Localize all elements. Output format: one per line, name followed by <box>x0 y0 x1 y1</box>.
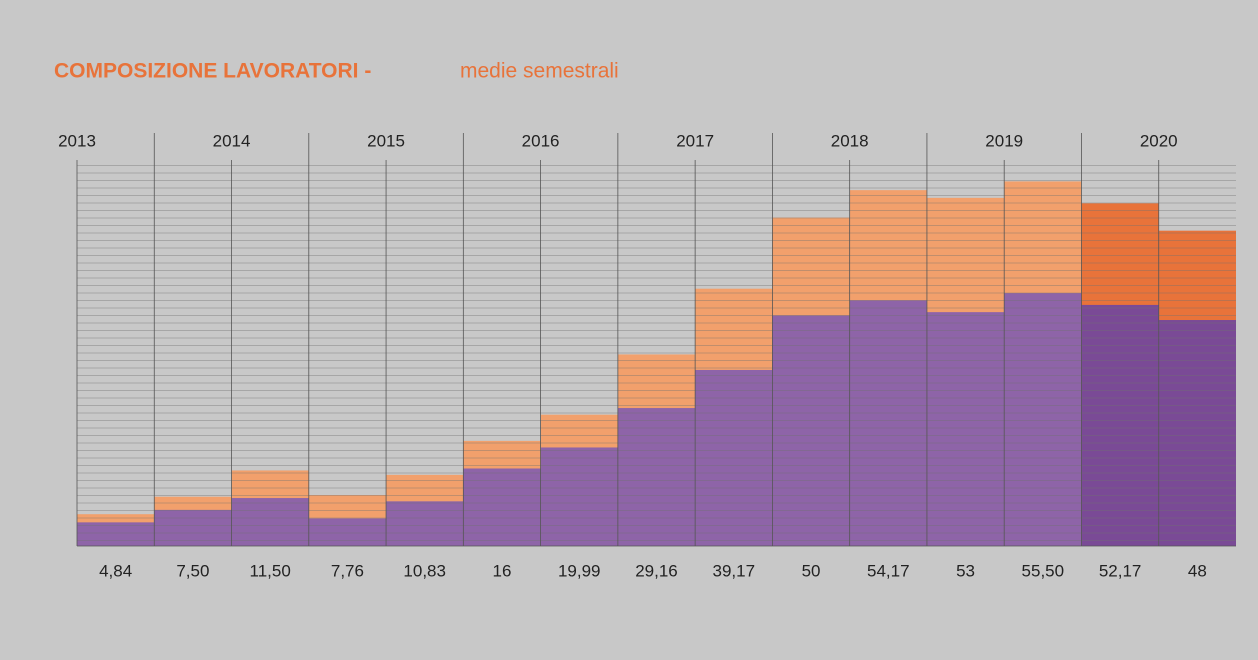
chart-title: COMPOSIZIONE LAVORATORI - <box>54 60 371 83</box>
year-label: 2015 <box>367 131 405 150</box>
chart-subtitle: medie semestrali <box>460 60 619 83</box>
year-label: 2014 <box>213 131 251 150</box>
year-label: 2020 <box>1140 131 1178 150</box>
value-label: 52,17 <box>1099 561 1142 580</box>
value-label: 29,16 <box>635 561 678 580</box>
value-label: 54,17 <box>867 561 910 580</box>
value-label: 48 <box>1188 561 1207 580</box>
value-label: 7,76 <box>331 561 364 580</box>
year-label: 2013 <box>58 131 96 150</box>
value-label: 4,84 <box>99 561 132 580</box>
value-label: 7,50 <box>176 561 209 580</box>
value-label: 50 <box>802 561 821 580</box>
value-label: 53 <box>956 561 975 580</box>
year-label: 2017 <box>676 131 714 150</box>
value-label: 11,50 <box>250 561 291 580</box>
grid-pattern <box>77 165 1236 546</box>
value-label: 16 <box>493 561 512 580</box>
value-label: 55,50 <box>1022 561 1065 580</box>
value-label: 10,83 <box>403 561 446 580</box>
value-label: 39,17 <box>712 561 755 580</box>
year-label: 2016 <box>522 131 560 150</box>
axes: 4,84 7,50 11,50 7,76 10,83 16 19,99 29,16 39,17 5… <box>58 131 1236 580</box>
year-label: 2019 <box>985 131 1023 150</box>
year-label: 2018 <box>831 131 869 150</box>
value-label: 19,99 <box>558 561 601 580</box>
